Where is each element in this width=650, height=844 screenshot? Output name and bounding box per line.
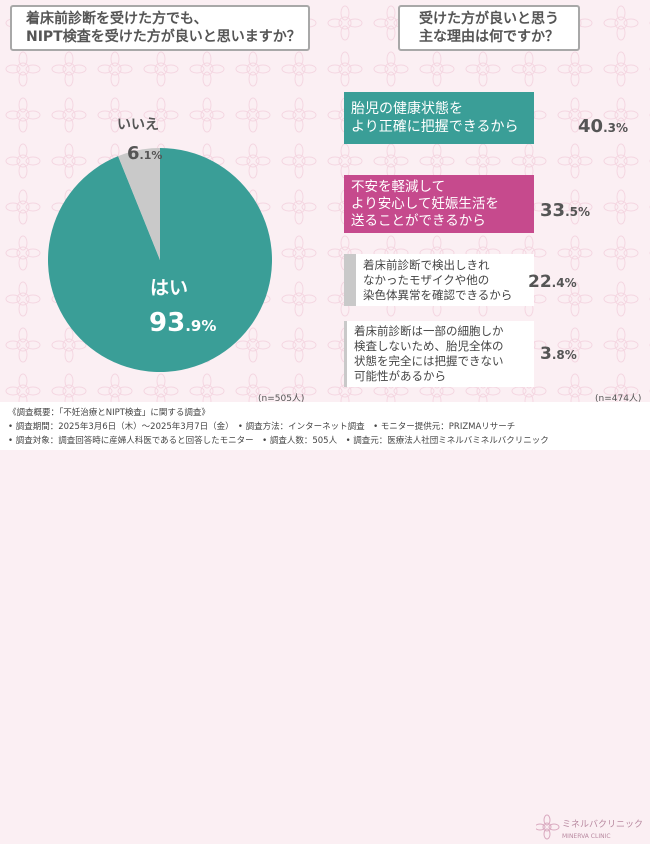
pie-slice-yes xyxy=(48,148,273,373)
bar-label-line: なかったモザイクや他の xyxy=(363,272,490,287)
pie-sample-size: (n=505人) xyxy=(258,394,305,404)
logo-subtext: MINERVA CLINIC xyxy=(562,833,611,840)
bar-sample-size: (n=474人) xyxy=(595,394,642,404)
bar-label-line: 可能性があるから xyxy=(354,369,446,383)
question-left-line-2: NIPT検査を受けた方が良いと思いますか？ xyxy=(26,29,301,45)
question-left-line-1: 着床前診断を受けた方でも、 xyxy=(26,11,208,27)
bar-label-line: 着床前診断で検出しきれ xyxy=(363,257,490,272)
bar-label-line: 不安を軽減して xyxy=(351,178,446,195)
bar-label-line: より安心して妊娠生活を xyxy=(351,195,499,212)
bar-reason-3: 着床前診断で検出しきれ なかったモザイクや他の 染色体異常を確認できるから xyxy=(344,254,534,306)
clinic-logo: ミネルバクリニック MINERVA CLINIC xyxy=(536,814,643,840)
question-right-line-1: 受けた方が良いと思う xyxy=(419,11,559,27)
bar-reason-1: 胎児の健康状態を より正確に把握できるから xyxy=(344,92,534,144)
bar-label-line: 状態を完全には把握できない xyxy=(354,354,504,368)
bar-percent-3: 22.4% xyxy=(528,272,577,292)
pie-label-no: いいえ xyxy=(117,117,159,133)
pie-chart: いいえ 6.1% はい 93.9% xyxy=(48,117,273,373)
bar-label-line: 胎児の健康状態を xyxy=(351,101,463,117)
bar-reason-2: 不安を軽減して より安心して妊娠生活を 送ることができるから xyxy=(344,175,534,233)
flower-logo-icon xyxy=(536,814,560,840)
bar-label-line: 着床前診断は一部の細胞しか xyxy=(354,324,504,338)
question-right-line-2: 主な理由は何ですか？ xyxy=(419,29,559,45)
bar-percent-1: 40.3% xyxy=(578,116,628,137)
pie-label-yes: はい xyxy=(150,277,188,299)
footer-line-3: • 調査対象：調査回答時に産婦人科医であると回答したモニター • 調査人数：50… xyxy=(8,436,549,446)
footer-line-2: • 調査期間：2025年3月6日（木）〜2025年3月7日（金） • 調査方法：… xyxy=(8,422,516,432)
question-left-box: 着床前診断を受けた方でも、 NIPT検査を受けた方が良いと思いますか？ xyxy=(10,5,310,51)
footer-line-1: 《調査概要：「不妊治療とNIPT検査」に関する調査》 xyxy=(8,408,210,418)
bar-label-line: 検査しないため、胎児全体の xyxy=(354,339,504,353)
bar-percent-4: 3.8% xyxy=(540,344,577,364)
pie-percent-yes: 93.9% xyxy=(149,308,216,338)
question-right-box: 受けた方が良いと思う 主な理由は何ですか？ xyxy=(398,5,580,51)
bar-reason-4: 着床前診断は一部の細胞しか 検査しないため、胎児全体の 状態を完全には把握できな… xyxy=(344,321,534,387)
pie-percent-no: 6.1% xyxy=(127,143,162,164)
footer: 《調査概要：「不妊治療とNIPT検査」に関する調査》 • 調査期間：2025年3… xyxy=(0,402,650,840)
background-pattern xyxy=(0,0,650,402)
bar-percent-2: 33.5% xyxy=(540,200,590,221)
bar-label-line: より正確に把握できるから xyxy=(351,119,519,135)
bar-label-line: 送ることができるから xyxy=(351,212,486,229)
pie-slice-no xyxy=(118,148,160,260)
logo-text: ミネルバクリニック xyxy=(562,819,643,830)
bar-label-line: 染色体異常を確認できるから xyxy=(363,287,513,302)
